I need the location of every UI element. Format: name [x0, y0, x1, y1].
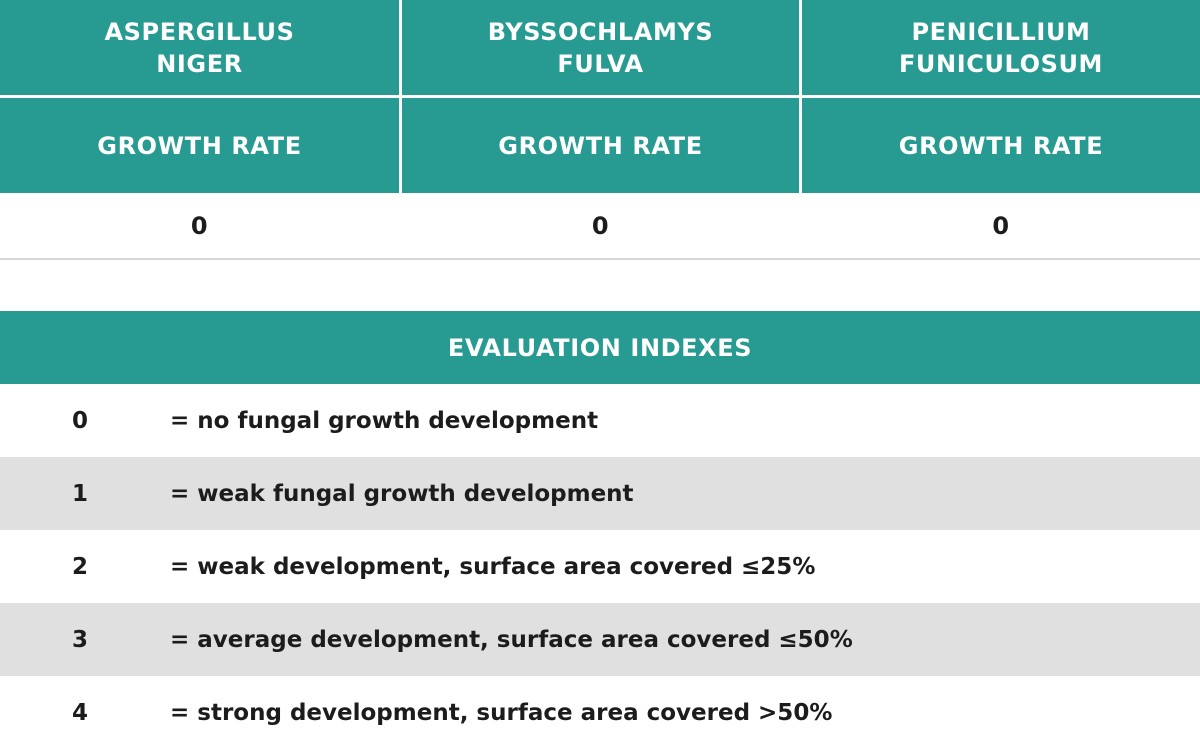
evaluation-index-code: 0	[72, 407, 89, 434]
evaluation-index-code: 2	[72, 553, 89, 580]
species-header-byssochlamys-fulva: BYSSOCHLAMYS FULVA	[402, 0, 799, 95]
evaluation-index-row: 0 = no fungal growth development	[0, 384, 1200, 457]
species-header-penicillium-funiculosum: PENICILLIUM FUNICULOSUM	[802, 0, 1200, 95]
growth-rate-label: GROWTH RATE	[0, 98, 399, 193]
evaluation-index-description: = average development, surface area cove…	[170, 626, 853, 653]
evaluation-index-description: = weak development, surface area covered…	[170, 553, 816, 580]
evaluation-indexes-title: EVALUATION INDEXES	[0, 311, 1200, 384]
growth-rate-values-row: 0 0 0	[0, 193, 1200, 260]
evaluation-index-description: = no fungal growth development	[170, 407, 599, 434]
evaluation-index-code: 4	[72, 699, 89, 726]
evaluation-index-code: 1	[72, 480, 89, 507]
evaluation-index-description: = strong development, surface area cover…	[170, 699, 833, 726]
growth-rate-label: GROWTH RATE	[802, 98, 1200, 193]
growth-rate-value: 0	[190, 211, 209, 240]
evaluation-index-row: 1 = weak fungal growth development	[0, 457, 1200, 530]
growth-rate-table: ASPERGILLUS NIGER BYSSOCHLAMYS FULVA PEN…	[0, 0, 1200, 260]
evaluation-indexes-list: 0 = no fungal growth development 1 = wea…	[0, 384, 1200, 749]
growth-rate-value: 0	[591, 211, 610, 240]
growth-rate-label: GROWTH RATE	[402, 98, 799, 193]
evaluation-index-code: 3	[72, 626, 89, 653]
evaluation-index-row: 3 = average development, surface area co…	[0, 603, 1200, 676]
evaluation-index-row: 2 = weak development, surface area cover…	[0, 530, 1200, 603]
growth-rate-header-row: GROWTH RATE GROWTH RATE GROWTH RATE	[0, 98, 1200, 193]
evaluation-index-description: = weak fungal growth development	[170, 480, 634, 507]
species-header-aspergillus-niger: ASPERGILLUS NIGER	[0, 0, 399, 95]
growth-rate-value: 0	[992, 211, 1010, 240]
evaluation-index-row: 4 = strong development, surface area cov…	[0, 676, 1200, 749]
species-header-row: ASPERGILLUS NIGER BYSSOCHLAMYS FULVA PEN…	[0, 0, 1200, 95]
